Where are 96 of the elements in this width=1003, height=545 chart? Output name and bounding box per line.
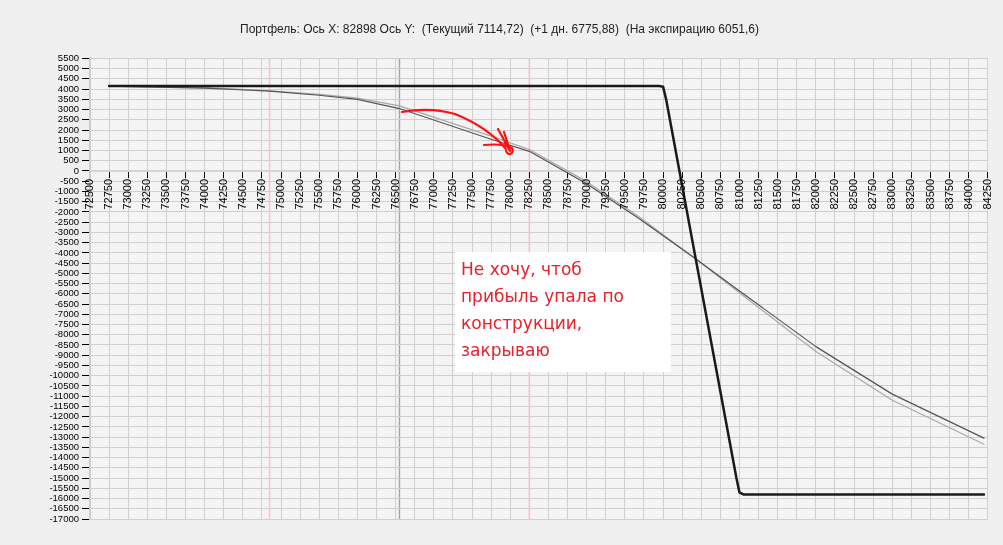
x-tick-label: 82500 (847, 178, 860, 210)
x-tick-label: 75500 (312, 178, 325, 210)
x-tick-label: 77500 (465, 178, 478, 210)
y-tick-label: -1000 (54, 185, 79, 197)
y-tick-label: -10500 (49, 379, 79, 391)
y-tick-label: -14000 (49, 451, 79, 463)
y-tick-label: 1000 (57, 144, 79, 156)
y-tick-label: -2500 (54, 215, 79, 227)
x-tick-label: 81250 (751, 178, 764, 210)
y-tick-label: 1500 (57, 133, 79, 145)
y-tick-label: -16000 (49, 492, 79, 504)
x-tick-label: 75000 (274, 178, 287, 210)
x-tick-label: 77750 (484, 178, 497, 210)
x-tick-label: 84000 (961, 178, 974, 210)
x-tick-label: 78000 (503, 178, 516, 210)
y-tick-label: 2000 (57, 123, 79, 135)
y-tick-label: -8000 (54, 328, 79, 340)
x-tick-label: 81500 (770, 178, 783, 210)
x-tick-label: 75750 (331, 178, 344, 210)
x-tick-label: 84250 (980, 178, 993, 210)
y-tick-label: 4500 (57, 72, 79, 84)
x-tick-label: 81750 (789, 178, 802, 210)
x-tick-label: 74250 (216, 178, 229, 210)
y-tick-label: 0 (73, 164, 79, 176)
y-tick-label: -12500 (49, 420, 79, 432)
x-tick-label: 83750 (942, 178, 955, 210)
y-tick-label: -4000 (54, 246, 79, 258)
y-tick-label: -9000 (54, 348, 79, 360)
x-tick-label: 73000 (121, 178, 134, 210)
x-tick-label: 74500 (235, 178, 248, 210)
x-tick-label: 73250 (140, 178, 153, 210)
x-tick-label: 82000 (808, 178, 821, 210)
x-tick-label: 83250 (904, 178, 917, 210)
x-tick-label: 80000 (656, 178, 669, 210)
y-tick-label: -7000 (54, 307, 79, 319)
x-tick-label: 80750 (713, 178, 726, 210)
y-tick-label: -3500 (54, 236, 79, 248)
annotation: Не хочу, чтоб прибыль упала по конструкции, закрываю (455, 252, 671, 372)
y-tick-label: -5000 (54, 266, 79, 278)
x-tick-label: 74750 (254, 178, 267, 210)
x-tick-label: 76250 (369, 178, 382, 210)
y-tick-label: -5500 (54, 277, 79, 289)
x-tick-label: 79500 (617, 178, 630, 210)
y-tick-label: -2000 (54, 205, 79, 217)
y-tick-label: 500 (63, 154, 79, 166)
x-tick-label: 80500 (694, 178, 707, 210)
y-tick-label: -16500 (49, 502, 79, 514)
x-tick-label: 79000 (579, 178, 592, 210)
y-tick-label: 5000 (57, 62, 79, 74)
y-tick-label: -17000 (49, 512, 79, 524)
y-tick-label: -6500 (54, 297, 79, 309)
x-tick-label: 78250 (522, 178, 535, 210)
y-tick-label: 3000 (57, 103, 79, 115)
x-tick-label: 79250 (598, 178, 611, 210)
x-tick-label: 83500 (923, 178, 936, 210)
x-tick-label: 76500 (388, 178, 401, 210)
y-tick-label: -13500 (49, 440, 79, 452)
x-tick-label: 76750 (407, 178, 420, 210)
y-tick-label: -12000 (49, 410, 79, 422)
y-tick-label: -13000 (49, 430, 79, 442)
x-tick-label: 80250 (675, 178, 688, 210)
y-tick-label: -10000 (49, 369, 79, 381)
y-tick-label: -11500 (50, 400, 79, 412)
x-tick-label: 77250 (445, 178, 458, 210)
x-tick-label: 74000 (197, 178, 210, 210)
x-tick-label: 73750 (178, 178, 191, 210)
x-tick-label: 76000 (350, 178, 363, 210)
y-tick-label: -7500 (54, 318, 79, 330)
y-tick-label: -15500 (49, 481, 79, 493)
y-tick-label: -3000 (54, 226, 79, 238)
y-tick-label: -15000 (49, 471, 79, 483)
x-tick-label: 75250 (293, 178, 306, 210)
y-tick-label: -14500 (49, 461, 79, 473)
x-tick-label: 82250 (828, 178, 841, 210)
y-tick-label: -8500 (54, 338, 79, 350)
x-tick-label: 79750 (636, 178, 649, 210)
y-tick-label: -1500 (54, 195, 79, 207)
y-tick-label: 5500 (57, 52, 79, 64)
y-tick-label: -9500 (54, 359, 79, 371)
x-tick-label: 72750 (102, 178, 115, 210)
y-tick-label: -6000 (54, 287, 79, 299)
x-tick-label: 81000 (732, 178, 745, 210)
chart-title: Портфель: Ось X: 82898 Ось Y: (Текущий 7114,72) (+1 дн. 6775,88) (На экспирацию 6051,6) (240, 21, 759, 36)
x-tick-label: 78500 (541, 178, 554, 210)
y-tick-label: 3500 (57, 92, 79, 104)
y-tick-label: -11000 (50, 389, 79, 401)
x-tick-label: 78750 (560, 178, 573, 210)
x-tick-label: 82750 (866, 178, 879, 210)
y-tick-label: 2500 (57, 113, 79, 125)
y-tick-label: 4000 (57, 82, 79, 94)
y-tick-label: -500 (59, 174, 79, 186)
y-tick-label: -4500 (54, 256, 79, 268)
x-tick-label: 73500 (159, 178, 172, 210)
x-tick-label: 77000 (426, 178, 439, 210)
x-tick-label: 72500 (83, 178, 96, 210)
x-tick-label: 83000 (885, 178, 898, 210)
